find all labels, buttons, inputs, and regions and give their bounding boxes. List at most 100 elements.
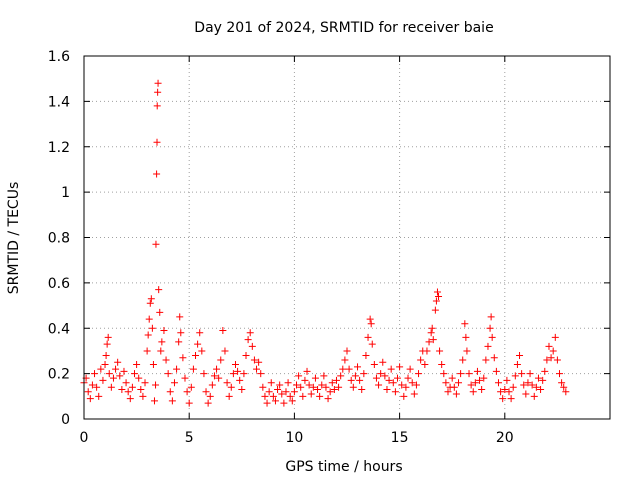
x-tick-label: 15 — [391, 430, 409, 446]
data-point — [488, 333, 496, 341]
data-points — [80, 79, 570, 407]
data-point — [162, 356, 170, 364]
data-point — [122, 379, 130, 387]
data-point — [494, 379, 502, 387]
data-point — [499, 395, 507, 403]
data-point — [518, 370, 526, 378]
data-point — [368, 340, 376, 348]
data-point — [415, 370, 423, 378]
data-point — [154, 88, 162, 96]
data-point — [187, 383, 195, 391]
data-point — [473, 367, 481, 375]
data-point — [553, 356, 561, 364]
data-point — [417, 356, 425, 364]
data-point — [141, 379, 149, 387]
data-point — [143, 347, 151, 355]
data-point — [86, 395, 94, 403]
data-point — [425, 338, 433, 346]
data-point — [280, 399, 288, 407]
data-point — [396, 363, 404, 371]
data-point — [503, 376, 511, 384]
data-point — [406, 365, 414, 373]
data-point — [389, 379, 397, 387]
data-point — [520, 381, 528, 389]
data-point — [549, 347, 557, 355]
data-point — [95, 392, 103, 400]
data-point — [133, 361, 141, 369]
data-point — [257, 370, 265, 378]
data-point — [366, 315, 374, 323]
data-point — [467, 381, 475, 389]
data-point — [433, 288, 441, 296]
data-point — [145, 315, 153, 323]
data-point — [297, 383, 305, 391]
data-point — [126, 395, 134, 403]
data-point — [213, 365, 221, 373]
data-point — [501, 386, 509, 394]
data-point — [556, 370, 564, 378]
data-point — [421, 361, 429, 369]
data-point — [452, 390, 460, 398]
data-point — [516, 351, 524, 359]
data-point — [534, 374, 542, 382]
data-point — [328, 379, 336, 387]
data-point — [463, 347, 471, 355]
data-point — [149, 361, 157, 369]
data-point — [293, 381, 301, 389]
data-point — [278, 390, 286, 398]
data-point — [301, 376, 309, 384]
data-point — [97, 365, 105, 373]
data-point — [347, 376, 355, 384]
data-point — [234, 367, 242, 375]
data-point — [204, 399, 212, 407]
data-point — [194, 340, 202, 348]
data-point — [486, 324, 494, 332]
data-point — [93, 383, 101, 391]
data-point — [185, 399, 193, 407]
data-point — [354, 363, 362, 371]
data-point — [112, 365, 120, 373]
data-point — [487, 313, 495, 321]
data-point — [219, 327, 227, 335]
data-point — [435, 292, 443, 300]
data-point — [271, 397, 279, 405]
data-point — [153, 102, 161, 110]
data-point — [402, 383, 410, 391]
data-point — [383, 386, 391, 394]
data-point — [107, 383, 115, 391]
data-point — [428, 324, 436, 332]
data-point — [236, 376, 244, 384]
data-point — [509, 383, 517, 391]
data-point — [176, 313, 184, 321]
data-point — [109, 374, 117, 382]
data-point — [322, 383, 330, 391]
data-point — [364, 333, 372, 341]
data-point — [183, 388, 191, 396]
data-point — [103, 340, 111, 348]
data-point — [545, 342, 553, 350]
data-point — [305, 381, 313, 389]
data-point — [198, 347, 206, 355]
data-point — [459, 356, 467, 364]
data-point — [91, 370, 99, 378]
x-tick-label: 0 — [80, 430, 89, 446]
data-point — [429, 336, 437, 344]
data-point — [282, 388, 290, 396]
data-point — [221, 347, 229, 355]
data-point — [484, 342, 492, 350]
y-tick-label: 1 — [61, 185, 70, 201]
data-point — [530, 392, 538, 400]
data-point — [551, 333, 559, 341]
data-point — [379, 358, 387, 366]
plot-frame — [83, 55, 611, 420]
data-point — [560, 383, 568, 391]
data-point — [227, 383, 235, 391]
data-point — [358, 386, 366, 394]
data-point — [444, 388, 452, 396]
data-point — [253, 365, 261, 373]
data-point — [438, 361, 446, 369]
data-point — [88, 381, 96, 389]
data-point — [528, 381, 536, 389]
data-point — [130, 370, 138, 378]
